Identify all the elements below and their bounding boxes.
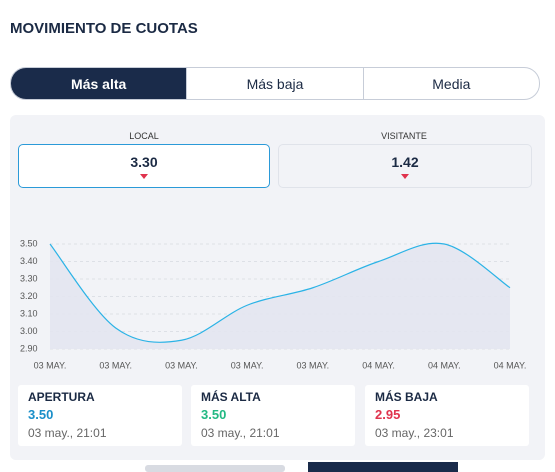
x-tick-label: 03 MAY. bbox=[34, 360, 67, 370]
odds-value: 3.30 bbox=[130, 153, 158, 170]
chart: 2.90 3.00 3.10 3.20 3.30 3.40 3.50 03 MAY. 03 MA… bbox=[20, 238, 527, 370]
odds-label: VISITANTE bbox=[381, 131, 427, 141]
line bbox=[49, 242, 511, 343]
y-tick-label: 3.50 bbox=[20, 238, 38, 248]
x-tick-label: 03 MAY. bbox=[231, 360, 264, 370]
title: MOVIMIENTO DE CUOTAS bbox=[10, 20, 198, 37]
tab[interactable]: Más baja bbox=[186, 68, 362, 99]
x-tick-label: 04 MAY. bbox=[494, 360, 527, 370]
odds-label: LOCAL bbox=[129, 131, 159, 141]
odds-card[interactable]: 1.42 bbox=[278, 144, 532, 188]
stat-value: 3.50 bbox=[28, 407, 54, 422]
x-tick-label: 04 MAY. bbox=[428, 360, 461, 370]
x-tick-label: 03 MAY. bbox=[165, 360, 198, 370]
tab[interactable]: Media bbox=[362, 68, 539, 99]
y-tick-label: 2.90 bbox=[20, 343, 38, 353]
y-tick-label: 3.40 bbox=[20, 256, 38, 266]
stat-value: 3.50 bbox=[201, 407, 227, 422]
y-tick-label: 3.30 bbox=[20, 273, 38, 283]
stat-time: 03 may., 21:01 bbox=[201, 426, 280, 440]
stat-label: MÁS ALTA bbox=[201, 390, 261, 404]
y-tick-label: 3.10 bbox=[20, 308, 38, 318]
footer-bar bbox=[100, 462, 540, 472]
x-tick-label: 04 MAY. bbox=[362, 360, 395, 370]
tabs: Más alta Más baja Media bbox=[10, 67, 540, 100]
stat-card: MÁS BAJA 2.95 03 may., 23:01 bbox=[365, 385, 529, 446]
y-tick-label: 3.20 bbox=[20, 291, 38, 301]
y-tick-label: 3.00 bbox=[20, 326, 38, 336]
tab[interactable]: Más alta bbox=[11, 68, 187, 99]
stat-time: 03 may., 23:01 bbox=[375, 426, 454, 440]
x-tick-label: 03 MAY. bbox=[99, 360, 132, 370]
arrow bbox=[140, 173, 148, 179]
x-tick-label: 03 MAY. bbox=[297, 360, 330, 370]
stat-label: MÁS BAJA bbox=[375, 390, 438, 404]
stat-value: 2.95 bbox=[375, 407, 401, 422]
stat-card: MÁS ALTA 3.50 03 may., 21:01 bbox=[191, 385, 355, 446]
odds-card[interactable]: 3.30 bbox=[18, 144, 270, 188]
stat-time: 03 may., 21:01 bbox=[28, 426, 107, 440]
stat-label: APERTURA bbox=[28, 390, 95, 404]
arrow bbox=[401, 173, 409, 179]
stat-card: APERTURA 3.50 03 may., 21:01 bbox=[18, 385, 182, 446]
odds-value: 1.42 bbox=[391, 153, 419, 170]
